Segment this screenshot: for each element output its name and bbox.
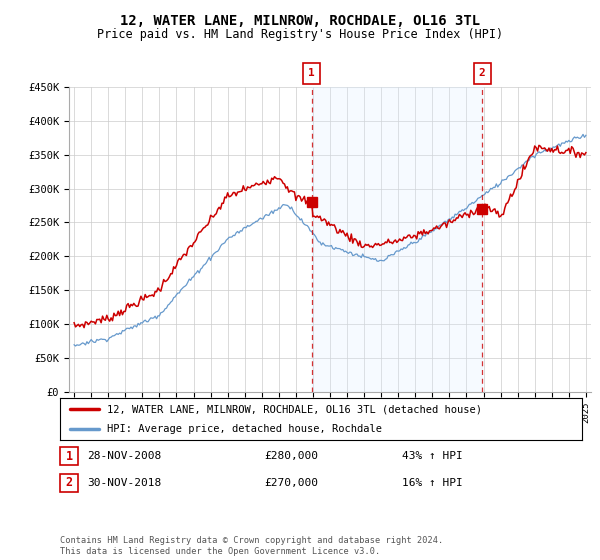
Text: Price paid vs. HM Land Registry's House Price Index (HPI): Price paid vs. HM Land Registry's House … [97, 28, 503, 41]
Text: £280,000: £280,000 [264, 451, 318, 461]
Text: 1: 1 [65, 450, 73, 463]
Text: 2: 2 [65, 476, 73, 489]
Bar [311, 87, 482, 392]
Text: 16% ↑ HPI: 16% ↑ HPI [402, 478, 463, 488]
Text: 12, WATER LANE, MILNROW, ROCHDALE, OL16 3TL (detached house): 12, WATER LANE, MILNROW, ROCHDALE, OL16 … [107, 404, 482, 414]
Text: £270,000: £270,000 [264, 478, 318, 488]
Text: 30-NOV-2018: 30-NOV-2018 [87, 478, 161, 488]
Text: 12, WATER LANE, MILNROW, ROCHDALE, OL16 3TL: 12, WATER LANE, MILNROW, ROCHDALE, OL16 … [120, 14, 480, 28]
Text: 43% ↑ HPI: 43% ↑ HPI [402, 451, 463, 461]
Text: Contains HM Land Registry data © Crown copyright and database right 2024.
This d: Contains HM Land Registry data © Crown c… [60, 536, 443, 556]
Text: HPI: Average price, detached house, Rochdale: HPI: Average price, detached house, Roch… [107, 424, 382, 434]
Text: 28-NOV-2008: 28-NOV-2008 [87, 451, 161, 461]
Text: 2: 2 [479, 68, 485, 78]
Text: 1: 1 [308, 68, 315, 78]
